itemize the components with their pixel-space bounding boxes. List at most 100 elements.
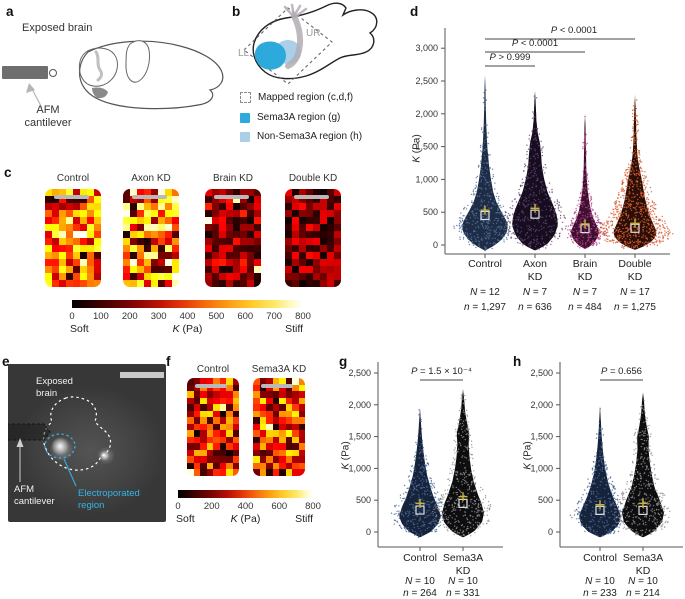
data-point	[645, 515, 647, 517]
heatmap-cell	[130, 231, 137, 238]
data-point	[462, 455, 464, 457]
data-point	[481, 510, 483, 512]
data-point	[601, 444, 603, 446]
data-point	[503, 239, 505, 241]
heatmap-cell	[151, 252, 158, 259]
data-point	[398, 505, 400, 507]
data-point	[640, 457, 642, 460]
data-point	[664, 220, 666, 222]
data-point	[444, 506, 447, 508]
data-point	[454, 530, 456, 532]
data-point	[649, 212, 652, 215]
data-point	[610, 505, 612, 507]
data-point	[620, 218, 623, 220]
data-point	[632, 123, 635, 125]
data-point	[619, 523, 622, 525]
data-point	[651, 234, 653, 236]
heatmap-cell	[219, 196, 226, 203]
data-point	[623, 195, 625, 197]
data-point	[632, 189, 634, 191]
data-point	[596, 530, 598, 533]
heatmap-cell	[200, 436, 207, 443]
data-point	[604, 510, 606, 513]
data-point	[582, 201, 585, 203]
heatmap-cell	[254, 245, 261, 252]
data-point	[637, 156, 639, 159]
data-point	[591, 216, 594, 218]
data-point	[433, 506, 435, 508]
data-point	[595, 533, 597, 535]
data-point	[637, 503, 639, 505]
data-point	[582, 494, 584, 496]
data-point	[592, 242, 594, 245]
data-point	[540, 216, 543, 219]
data-point	[621, 245, 624, 247]
heatmap-cell	[73, 259, 80, 266]
data-point	[468, 241, 470, 243]
data-point	[584, 515, 586, 518]
data-point	[615, 200, 618, 202]
data-point	[483, 246, 486, 248]
data-point	[586, 240, 589, 242]
data-point	[421, 493, 424, 495]
category-line2: KD	[527, 270, 543, 283]
heatmap-cell	[94, 217, 101, 224]
data-point	[527, 177, 530, 179]
data-point	[649, 230, 651, 232]
heatmap-cell	[247, 280, 254, 287]
data-point	[438, 508, 440, 511]
data-point	[615, 526, 617, 528]
data-point	[420, 466, 423, 468]
heatmap-cell	[205, 259, 212, 266]
data-point	[546, 197, 548, 199]
data-point	[486, 213, 488, 215]
heatmap-cell	[299, 273, 306, 280]
data-point	[599, 408, 601, 410]
data-point	[646, 218, 648, 221]
data-point	[633, 184, 635, 186]
data-point	[460, 394, 462, 396]
heatmap-cell	[299, 231, 306, 238]
heatmap-cell	[327, 189, 334, 196]
data-point	[424, 469, 426, 471]
data-point	[585, 507, 587, 509]
heatmap-cell	[187, 384, 194, 391]
data-point	[569, 235, 571, 237]
data-point	[452, 509, 454, 511]
data-point	[476, 208, 479, 210]
data-point	[432, 514, 434, 516]
data-point	[604, 500, 606, 502]
heatmap-cell	[206, 423, 213, 430]
heatmap-cell	[266, 469, 273, 476]
data-point	[402, 493, 405, 495]
data-point	[412, 504, 414, 507]
data-point	[460, 491, 463, 494]
data-point	[645, 220, 648, 222]
heatmap-cell	[212, 203, 219, 210]
data-point	[630, 492, 632, 494]
data-point	[526, 153, 528, 156]
data-point	[407, 520, 409, 522]
data-point	[410, 481, 413, 484]
data-point	[516, 230, 518, 233]
data-point	[421, 465, 424, 467]
heatmap-cell	[226, 397, 233, 404]
data-point	[647, 497, 649, 499]
data-point	[652, 520, 654, 523]
data-point	[595, 495, 598, 497]
data-point	[631, 460, 634, 463]
data-point	[659, 521, 661, 523]
data-point	[664, 514, 667, 516]
heatmap-cell	[219, 378, 226, 385]
data-point	[538, 198, 540, 201]
data-point	[623, 235, 625, 237]
data-point	[654, 473, 656, 476]
data-point	[610, 225, 613, 227]
data-point	[669, 231, 671, 233]
heatmap-cell	[158, 189, 165, 196]
data-point	[580, 523, 582, 525]
data-point	[596, 224, 598, 227]
data-point	[635, 174, 637, 176]
data-point	[468, 436, 470, 438]
heatmap-cell	[320, 231, 327, 238]
